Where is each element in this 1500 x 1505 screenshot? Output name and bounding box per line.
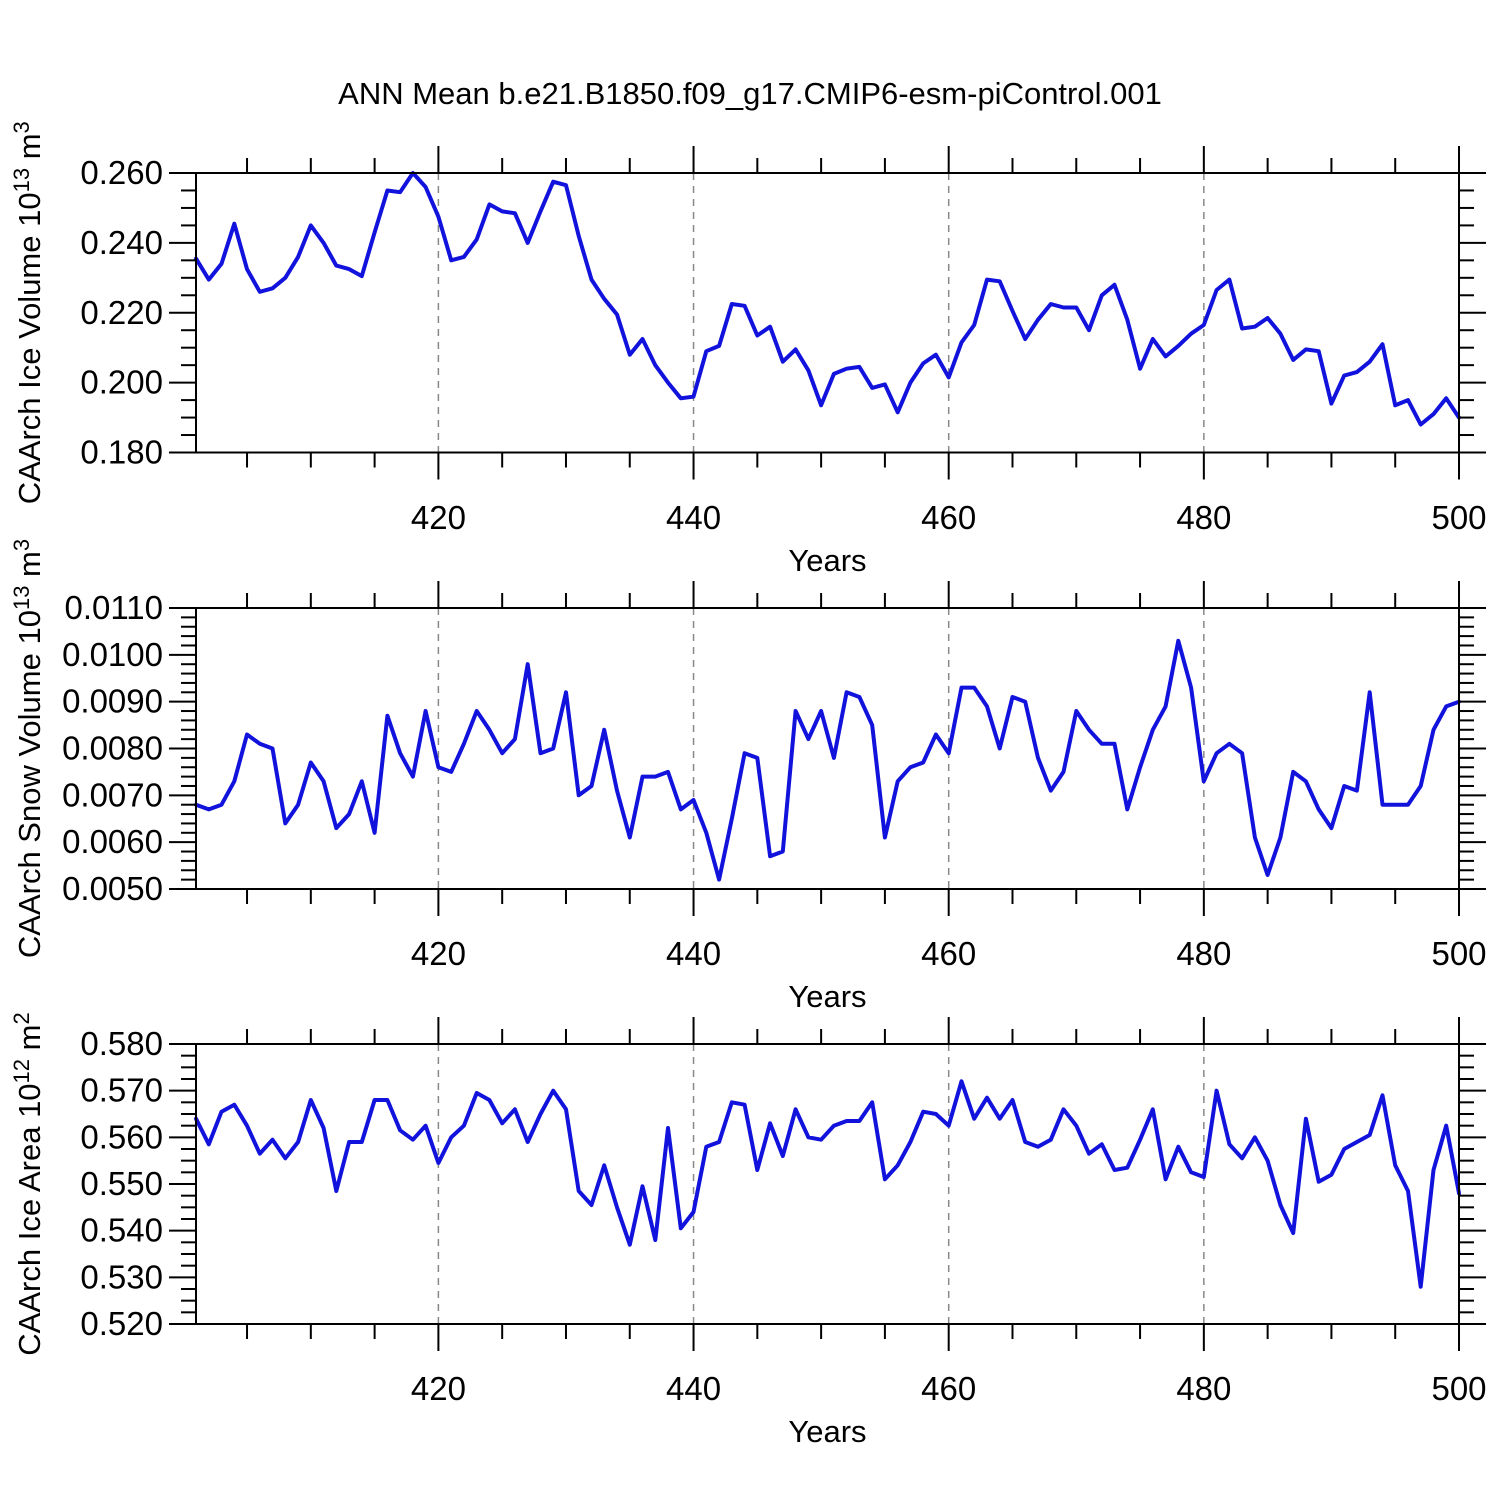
- y-tick-label: 0.540: [80, 1212, 163, 1249]
- x-tick-label: 420: [411, 499, 466, 536]
- y-axis-title: CAArch Ice Area 1012 m2: [9, 1012, 47, 1355]
- y-tick-label: 0.530: [80, 1258, 163, 1295]
- y-tick-label: 0.0070: [62, 776, 163, 813]
- caarch-ice-volume-line: [194, 171, 1461, 427]
- x-tick-label: 500: [1431, 935, 1486, 972]
- y-tick-label: 0.260: [80, 154, 163, 191]
- y-tick-label: 0.0050: [62, 870, 163, 907]
- ice-volume-panel: 0.180 0.200 0.220 0.240 0.260 420 440 460 480 500…: [9, 121, 1487, 578]
- caarch-ice-area-line: [194, 1079, 1461, 1289]
- y-tick-label: 0.580: [80, 1025, 163, 1062]
- y-tick-label: 0.0110: [65, 589, 163, 626]
- y-tick-label: 0.220: [80, 294, 163, 331]
- x-tick-label: 500: [1431, 1370, 1486, 1407]
- ice-area-panel: 0.520 0.530 0.540 0.550 0.560 0.570 0.580 420 44…: [9, 1012, 1487, 1449]
- axis-ticks: [169, 1017, 1486, 1351]
- x-tick-label: 460: [921, 935, 976, 972]
- x-tick-label: 440: [666, 1370, 721, 1407]
- y-tick-label: 0.550: [80, 1165, 163, 1202]
- y-tick-label: 0.520: [80, 1305, 163, 1342]
- chart-title: ANN Mean b.e21.B1850.f09_g17.CMIP6-esm-p…: [338, 76, 1162, 111]
- plot-frame: [195, 172, 1460, 454]
- axis-ticks: [169, 581, 1486, 916]
- x-axis-title: Years: [788, 979, 866, 1014]
- x-axis-title: Years: [788, 1414, 866, 1449]
- caarch-snow-volume-line: [194, 638, 1461, 882]
- y-axis-title: CAArch Snow Volume 1013 m3: [9, 539, 47, 958]
- y-tick-label: 0.200: [80, 364, 163, 401]
- x-tick-label: 420: [411, 1370, 466, 1407]
- x-tick-label: 440: [666, 499, 721, 536]
- x-tick-label: 480: [1176, 935, 1231, 972]
- plot-frame: [195, 1043, 1460, 1325]
- x-tick-label: 420: [411, 935, 466, 972]
- x-tick-label: 460: [921, 499, 976, 536]
- y-tick-label: 0.0060: [62, 823, 163, 860]
- y-tick-label: 0.570: [80, 1072, 163, 1109]
- x-tick-label: 440: [666, 935, 721, 972]
- x-tick-label: 480: [1176, 1370, 1231, 1407]
- snow-volume-panel: 0.0050 0.0060 0.0070 0.0080 0.0090 0.0100 0.01…: [9, 539, 1487, 1014]
- y-tick-label: 0.180: [80, 434, 163, 471]
- x-tick-label: 460: [921, 1370, 976, 1407]
- x-tick-label: 500: [1431, 499, 1486, 536]
- y-tick-label: 0.0100: [62, 636, 163, 673]
- axis-ticks: [169, 146, 1486, 480]
- y-axis-title: CAArch Ice Volume 1013 m3: [9, 121, 47, 504]
- x-tick-label: 480: [1176, 499, 1231, 536]
- y-tick-label: 0.0090: [62, 683, 163, 720]
- y-tick-label: 0.0080: [62, 730, 163, 767]
- y-tick-label: 0.560: [80, 1118, 163, 1155]
- y-tick-label: 0.240: [80, 224, 163, 261]
- x-axis-title: Years: [788, 543, 866, 578]
